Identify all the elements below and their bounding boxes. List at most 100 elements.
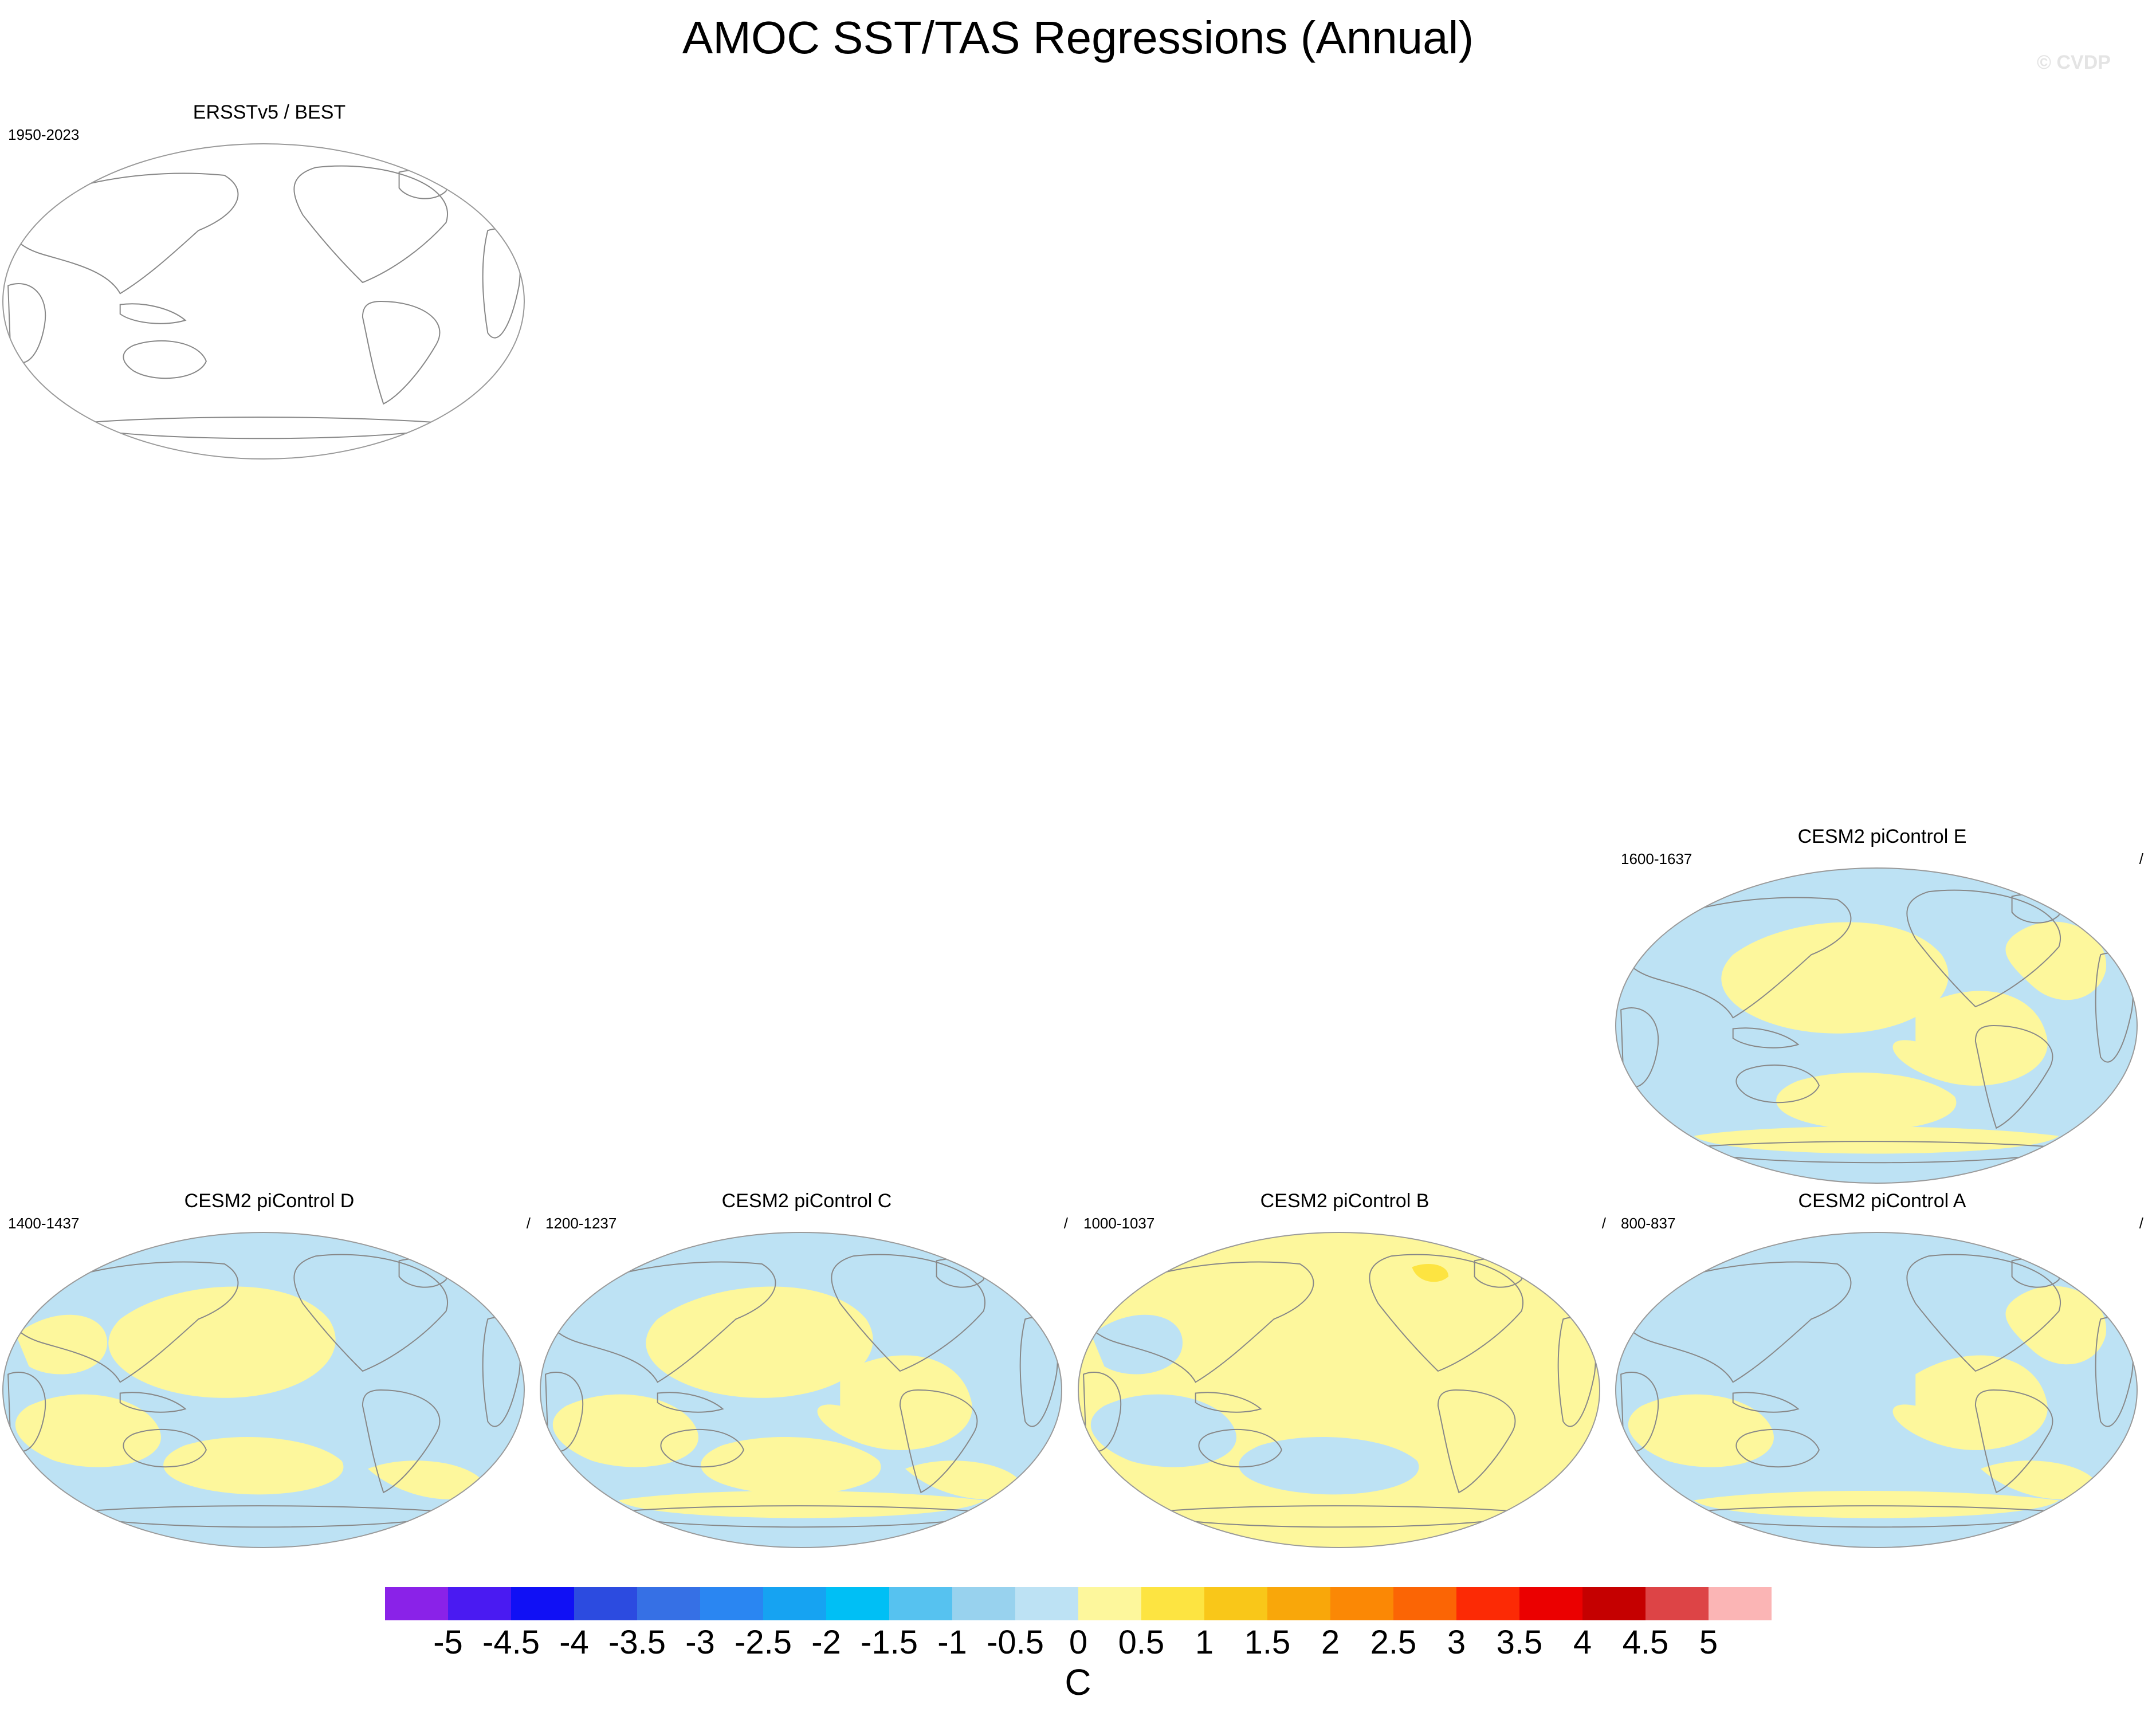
colorbar-tick-label: -4.5 <box>482 1624 540 1661</box>
colorbar-tick-label: 5 <box>1699 1624 1718 1661</box>
colorbar-tick-label: -2 <box>811 1624 841 1661</box>
figure-title: AMOC SST/TAS Regressions (Annual) <box>682 12 1474 63</box>
coastline <box>1906 1254 2061 1372</box>
coastline <box>1735 1064 1820 1104</box>
colorbar-segment <box>1078 1587 1142 1620</box>
colorbar-tick-label: 4 <box>1573 1624 1592 1661</box>
anomaly-region <box>701 1436 881 1495</box>
anomaly-region-strong <box>1412 1264 1449 1282</box>
panel-period: 1000-1037 <box>1083 1215 1155 1232</box>
map-globe <box>540 1232 1062 1548</box>
colorbar-segment <box>1709 1587 1772 1620</box>
panel-right-label: / <box>2139 850 2143 867</box>
anomaly-region <box>1721 922 1949 1034</box>
panel-title: CESM2 piControl B <box>1260 1190 1430 1212</box>
colorbar-tick-label: 4.5 <box>1622 1624 1669 1661</box>
coastline <box>1437 1389 1516 1494</box>
panel-period: 800-837 <box>1621 1215 1676 1232</box>
colorbar-tick-label: 3.5 <box>1496 1624 1543 1661</box>
colorbar-segment <box>889 1587 953 1620</box>
colorbar-tick-label: 0 <box>1069 1624 1088 1661</box>
watermark: © CVDP <box>2037 52 2111 73</box>
colorbar-tick-label: 1.5 <box>1244 1624 1291 1661</box>
colorbar-segment <box>511 1587 575 1620</box>
anomaly-region <box>1694 1126 2059 1154</box>
map-panel-obs: ERSSTv5 / BEST 1950-2023 <box>0 101 539 460</box>
colorbar-segment <box>637 1587 701 1620</box>
map-panel-e: CESM2 piControl E 1600-1637 / <box>1613 825 2151 1184</box>
coastline <box>899 1389 978 1494</box>
colorbar <box>385 1587 1772 1620</box>
coastline <box>293 165 448 284</box>
colorbar-tick-label: -1 <box>937 1624 967 1661</box>
panel-title: ERSSTv5 / BEST <box>193 101 346 123</box>
colorbar-segment <box>1519 1587 1583 1620</box>
panel-period: 1400-1437 <box>8 1215 80 1232</box>
anomaly-region <box>108 1286 336 1398</box>
map-globe <box>1615 867 2138 1184</box>
anomaly-region <box>817 1355 972 1450</box>
colorbar-segment <box>1141 1587 1205 1620</box>
panel-right-label: / <box>526 1215 531 1232</box>
anomaly-region <box>1776 1072 1957 1130</box>
anomaly-region <box>163 1436 344 1495</box>
coastline <box>10 172 239 295</box>
map-panel-b: CESM2 piControl B 1000-1037 / <box>1075 1189 1614 1548</box>
colorbar-segment <box>1267 1587 1331 1620</box>
anomaly-region <box>1981 1460 2098 1499</box>
field-background <box>1078 1232 1600 1548</box>
coastline <box>119 303 187 324</box>
colorbar-tick-label: 2 <box>1321 1624 1340 1661</box>
colorbar-segment <box>952 1587 1016 1620</box>
panel-period: 1200-1237 <box>545 1215 617 1232</box>
coastline <box>1198 1428 1282 1468</box>
coastline <box>831 1254 985 1372</box>
coastline <box>119 1392 187 1413</box>
map-globe <box>2 143 525 460</box>
colorbar-segment <box>1456 1587 1520 1620</box>
coastline <box>123 340 207 379</box>
colorbar-segment <box>1393 1587 1457 1620</box>
colorbar-tick-label: 2.5 <box>1370 1624 1417 1661</box>
colorbar-segment <box>763 1587 827 1620</box>
anomaly-region <box>1892 991 2048 1086</box>
coastline <box>123 1428 207 1468</box>
colorbar-segment <box>700 1587 764 1620</box>
coastline <box>1623 897 1852 1019</box>
colorbar-segment <box>574 1587 638 1620</box>
panel-period: 1950-2023 <box>8 126 80 143</box>
anomaly-region <box>1239 1436 1419 1495</box>
map-globe <box>1078 1232 1600 1548</box>
map-border <box>1615 867 2138 1184</box>
map-border <box>2 143 525 460</box>
map-border <box>1078 1232 1600 1548</box>
map-globe <box>2 1232 525 1548</box>
map-border <box>540 1232 1062 1548</box>
colorbar-segment <box>1015 1587 1079 1620</box>
colorbar-tick-label: -0.5 <box>987 1624 1044 1661</box>
colorbar-tick-label: 0.5 <box>1118 1624 1165 1661</box>
coastline <box>1623 1261 1852 1383</box>
colorbar-segment <box>826 1587 890 1620</box>
panel-right-label: / <box>1063 1215 1068 1232</box>
panel-title: CESM2 piControl A <box>1798 1190 1966 1212</box>
anomaly-region <box>1892 1355 2048 1450</box>
anomaly-region <box>905 1460 1023 1499</box>
coastline <box>1974 1389 2053 1494</box>
colorbar-segment <box>448 1587 512 1620</box>
coastline <box>547 1261 776 1383</box>
coastline <box>362 1389 441 1494</box>
colorbar-segment <box>1330 1587 1394 1620</box>
coastline <box>1906 889 2061 1008</box>
coastline <box>660 1428 744 1468</box>
anomaly-region <box>2005 1286 2107 1365</box>
map-globe <box>1615 1232 2138 1548</box>
colorbar-tick-label: -3 <box>685 1624 715 1661</box>
panel-title: CESM2 piControl E <box>1797 826 1967 847</box>
coastline <box>1732 1027 1800 1049</box>
panel-title: CESM2 piControl D <box>184 1190 355 1212</box>
colorbar-tick-label: -4 <box>559 1624 589 1661</box>
panel-period: 1600-1637 <box>1621 850 1692 867</box>
colorbar-tick-label: 3 <box>1447 1624 1466 1661</box>
anomaly-region <box>1091 1314 1183 1375</box>
